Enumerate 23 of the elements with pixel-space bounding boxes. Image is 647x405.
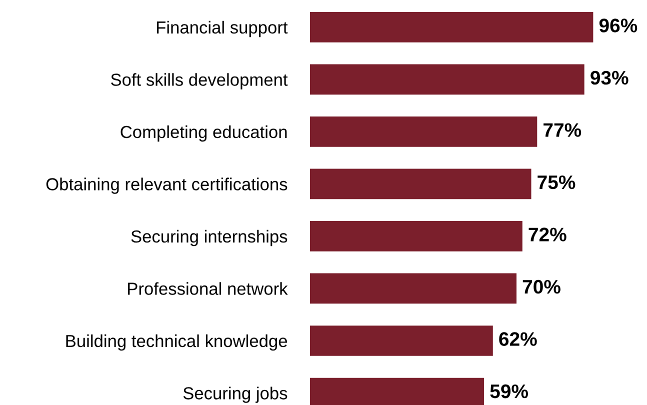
data-label: 70% [522, 280, 560, 294]
data-label: 59% [490, 384, 528, 398]
bar [310, 168, 532, 200]
y-tick-label: Securing internships [131, 230, 288, 246]
bar [310, 116, 538, 147]
y-tick-label: Securing jobs [183, 386, 288, 403]
bar [310, 64, 584, 95]
y-tick-label: Financial support [157, 20, 288, 38]
y-tick-label: Building technical knowledge [66, 334, 288, 351]
data-label: 62% [499, 332, 537, 346]
bar [310, 221, 522, 252]
data-label: 96% [599, 18, 638, 32]
data-label: 93% [590, 70, 628, 85]
data-label: 75% [538, 175, 576, 190]
y-tick-label: Obtaining relevant certifications [46, 178, 288, 194]
y-tick-label: Professional network [128, 282, 288, 295]
bar [310, 273, 516, 304]
data-label: 72% [528, 228, 566, 242]
y-tick-label: Completing education [120, 125, 287, 142]
y-tick-label: Soft skills development [111, 73, 288, 90]
data-label: 77% [544, 123, 582, 137]
bar [310, 12, 594, 42]
bar [310, 326, 493, 356]
